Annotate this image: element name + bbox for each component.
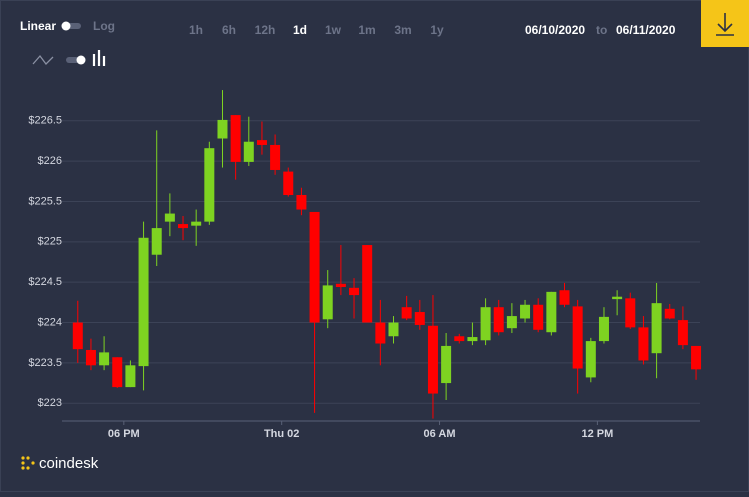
candle-body bbox=[309, 211, 320, 323]
candle-body bbox=[99, 352, 110, 366]
candle-body bbox=[612, 296, 623, 300]
candle-body bbox=[85, 349, 96, 366]
candle-body bbox=[691, 345, 702, 370]
candle-body bbox=[388, 322, 399, 337]
brand-name: coindesk bbox=[39, 455, 99, 472]
candle-body bbox=[625, 298, 636, 328]
y-tick-label: $226.5 bbox=[28, 115, 62, 127]
brand-logo: coindesk bbox=[21, 455, 99, 472]
toggle-knob bbox=[61, 21, 71, 31]
candle-body bbox=[427, 325, 438, 394]
candle-body bbox=[217, 119, 228, 139]
candle-body bbox=[677, 320, 688, 346]
candle-body bbox=[349, 287, 360, 296]
candle-body bbox=[559, 290, 570, 305]
y-tick-label: $223.5 bbox=[28, 357, 62, 369]
candle-body bbox=[546, 291, 557, 333]
candle-body bbox=[414, 312, 425, 325]
range-button[interactable]: 6h bbox=[222, 23, 236, 37]
x-tick-label: 06 PM bbox=[108, 428, 140, 440]
candle-body bbox=[533, 304, 544, 330]
line-mode-icon[interactable] bbox=[32, 54, 54, 65]
scale-log[interactable]: Log bbox=[93, 19, 115, 33]
range-button[interactable]: 12h bbox=[255, 23, 276, 37]
candle-body bbox=[72, 322, 83, 350]
x-tick-label: Thu 02 bbox=[264, 428, 299, 440]
candle-body bbox=[270, 144, 281, 170]
y-tick-label: $223 bbox=[38, 397, 62, 409]
range-button[interactable]: 1w bbox=[325, 23, 342, 37]
candle-body bbox=[335, 283, 346, 288]
candle-body bbox=[256, 140, 267, 145]
date-separator: to bbox=[596, 23, 607, 37]
candle-body bbox=[164, 213, 175, 222]
candle-body bbox=[375, 322, 386, 344]
candle-body bbox=[230, 115, 241, 162]
candle-body bbox=[664, 308, 675, 319]
download-button[interactable] bbox=[701, 0, 749, 47]
date-to[interactable]: 06/11/2020 bbox=[616, 23, 676, 37]
scale-linear[interactable]: Linear bbox=[20, 19, 56, 33]
candle-body bbox=[243, 141, 254, 162]
candle-body bbox=[191, 221, 202, 226]
candle-body bbox=[598, 316, 609, 342]
candle-body bbox=[493, 307, 504, 333]
mode-toggle[interactable] bbox=[66, 55, 86, 65]
y-tick-label: $224 bbox=[38, 316, 62, 328]
candle-body bbox=[178, 224, 189, 229]
date-from[interactable]: 06/10/2020 bbox=[525, 23, 585, 37]
y-tick-label: $226 bbox=[38, 155, 62, 167]
range-button[interactable]: 1m bbox=[358, 23, 375, 37]
download-icon bbox=[716, 13, 734, 36]
candle-body bbox=[520, 304, 531, 319]
range-button[interactable]: 3m bbox=[394, 23, 411, 37]
candle-body bbox=[138, 237, 149, 367]
candle-body bbox=[204, 148, 215, 222]
range-button[interactable]: 1h bbox=[189, 23, 203, 37]
candle-body bbox=[362, 245, 373, 323]
x-tick-label: 12 PM bbox=[581, 428, 613, 440]
candle-body bbox=[480, 307, 491, 341]
range-button[interactable]: 1d bbox=[293, 23, 307, 37]
candle-body bbox=[638, 327, 649, 361]
candle-mode-icon[interactable] bbox=[92, 50, 106, 66]
candle-body bbox=[454, 336, 465, 342]
y-tick-label: $225.5 bbox=[28, 195, 62, 207]
candle-body bbox=[651, 303, 662, 354]
candle-body bbox=[112, 357, 123, 388]
candle-body bbox=[322, 285, 333, 320]
toggle-knob bbox=[76, 55, 86, 65]
candle-body bbox=[125, 365, 136, 388]
candle-body bbox=[296, 195, 307, 210]
candle-body bbox=[506, 316, 517, 329]
y-tick-label: $225 bbox=[38, 236, 62, 248]
candle-body bbox=[151, 228, 162, 255]
y-tick-label: $224.5 bbox=[28, 276, 62, 288]
scale-toggle[interactable] bbox=[61, 21, 82, 31]
range-button[interactable]: 1y bbox=[430, 23, 444, 37]
candle-body bbox=[283, 171, 294, 195]
candle-body bbox=[401, 307, 412, 319]
candle-body bbox=[585, 341, 596, 378]
candle-body bbox=[467, 337, 478, 342]
x-tick-label: 06 AM bbox=[424, 428, 456, 440]
brand-icon bbox=[21, 456, 35, 470]
candle-body bbox=[441, 345, 452, 384]
candle-body bbox=[572, 306, 583, 369]
